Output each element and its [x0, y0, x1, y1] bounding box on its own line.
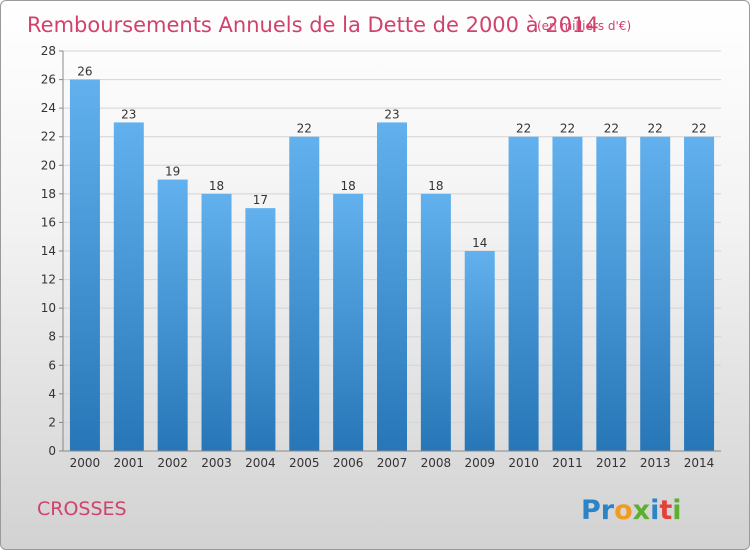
bar [684, 136, 715, 451]
x-tick-label: 2001 [114, 456, 145, 470]
bar [245, 208, 276, 451]
y-tick-label: 6 [48, 358, 56, 372]
y-tick-label: 2 [48, 415, 56, 429]
bar [113, 122, 144, 451]
y-tick-label: 28 [41, 44, 56, 58]
bar [596, 136, 627, 451]
data-label: 22 [648, 122, 663, 136]
y-tick-label: 16 [41, 215, 56, 229]
proxiti-logo-text: Proxiti [581, 495, 682, 526]
x-tick-label: 2010 [508, 456, 539, 470]
x-tick-label: 2013 [640, 456, 671, 470]
y-tick-label: 14 [41, 244, 56, 258]
bar [333, 193, 364, 451]
data-label: 23 [121, 107, 136, 121]
bar [377, 122, 407, 451]
bar [552, 136, 583, 451]
y-tick-label: 22 [41, 130, 56, 144]
y-tick-label: 18 [41, 187, 56, 201]
y-tick-label: 10 [41, 301, 56, 315]
chart-title: Remboursements Annuels de la Dette de 20… [27, 13, 599, 37]
data-label: 26 [77, 65, 92, 79]
y-tick-label: 12 [41, 273, 56, 287]
x-axis-ticks: 2000 2001 2002 2003 2004 2005 2006 2007 2008 2009… [70, 456, 715, 470]
y-tick-label: 20 [41, 158, 56, 172]
x-tick-label: 2005 [289, 456, 320, 470]
bar [289, 136, 320, 451]
x-tick-label: 2014 [684, 456, 715, 470]
data-label: 23 [384, 107, 399, 121]
x-tick-label: 2002 [157, 456, 188, 470]
y-tick-label: 0 [48, 444, 56, 458]
x-tick-label: 2004 [245, 456, 276, 470]
data-label: 19 [165, 165, 180, 179]
bar [508, 136, 539, 451]
x-tick-label: 2012 [596, 456, 627, 470]
bar [640, 136, 671, 451]
x-tick-label: 2008 [421, 456, 452, 470]
commune-name: CROSSES [37, 498, 127, 520]
bar [69, 79, 100, 452]
x-tick-label: 2009 [464, 456, 495, 470]
data-label: 18 [428, 179, 443, 193]
data-label: 22 [691, 122, 706, 136]
data-label: 22 [516, 122, 531, 136]
y-tick-label: 4 [48, 387, 56, 401]
data-label: 22 [560, 122, 575, 136]
data-labels: 26 23 19 18 17 22 18 23 18 14 22 22 22 22 22 [77, 65, 706, 250]
chart-subtitle: (en milliers d'€) [537, 19, 631, 33]
data-label: 22 [297, 122, 312, 136]
proxiti-logo: Proxiti [581, 495, 682, 526]
bar [420, 193, 451, 451]
data-label: 22 [604, 122, 619, 136]
x-tick-label: 2007 [377, 456, 408, 470]
bar [464, 251, 495, 451]
data-label: 17 [253, 193, 268, 207]
y-tick-label: 26 [41, 73, 56, 87]
bars [69, 79, 715, 452]
x-tick-label: 2011 [552, 456, 583, 470]
y-tick-label: 8 [48, 330, 56, 344]
x-tick-label: 2006 [333, 456, 364, 470]
y-tick-label: 24 [41, 101, 56, 115]
data-label: 18 [209, 179, 224, 193]
x-tick-label: 2003 [201, 456, 232, 470]
bar [157, 179, 188, 452]
data-label: 18 [340, 179, 355, 193]
bar [201, 193, 232, 451]
data-label: 14 [472, 236, 487, 250]
x-tick-label: 2000 [70, 456, 101, 470]
